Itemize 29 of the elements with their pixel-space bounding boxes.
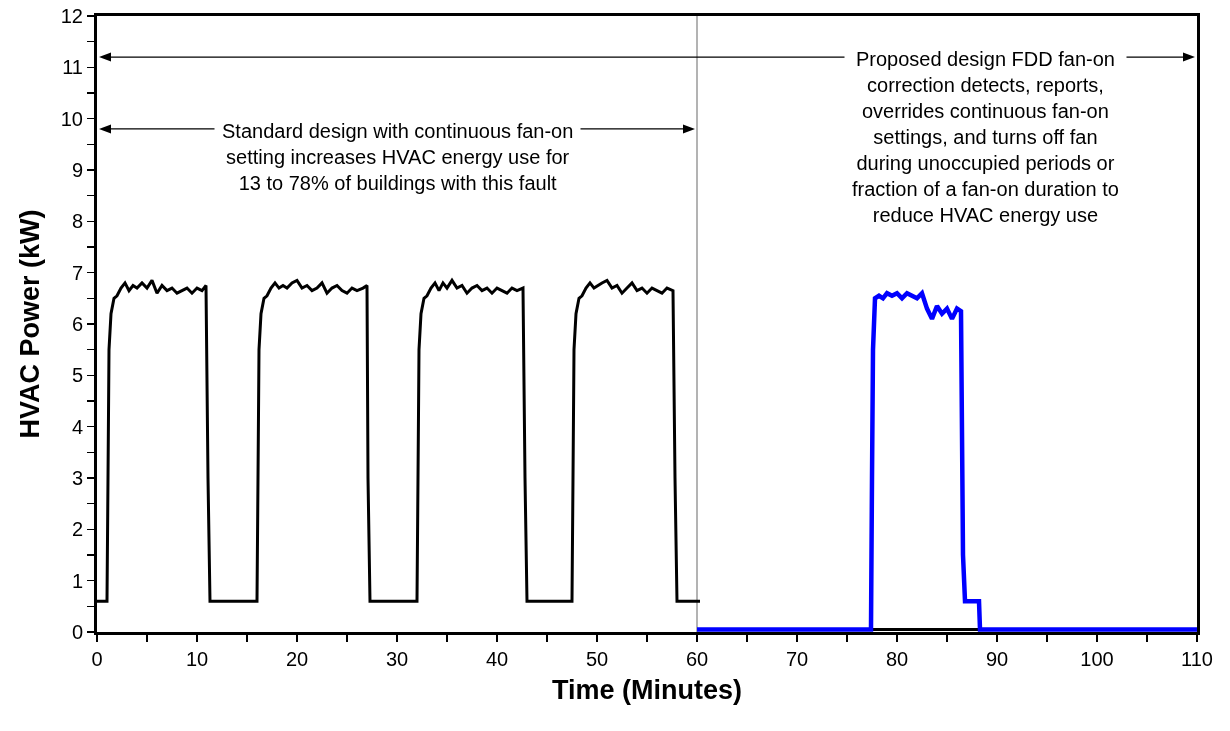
- y-tick-label: 6: [71, 313, 83, 335]
- y-tick-label: 1: [71, 569, 83, 592]
- x-tick-label: 100: [1080, 648, 1114, 670]
- x-axis-title: Time (Minutes): [551, 675, 743, 706]
- y-tick-label: 4: [71, 415, 83, 438]
- x-tick-label: 50: [585, 648, 609, 670]
- x-tick-label: 70: [785, 648, 809, 670]
- x-tick-label: 0: [91, 648, 103, 670]
- annotation: Standard design with continuous fan-on setting increases HVAC energy use for 13 to 78% of buildings with this fault: [222, 120, 574, 194]
- x-tick-label: 10: [185, 648, 209, 670]
- y-tick-label: 8: [71, 210, 83, 233]
- x-tick-label: 110: [1181, 648, 1213, 670]
- y-tick-label: 0: [71, 621, 83, 643]
- y-tick-label: 5: [71, 364, 83, 387]
- x-tick-label: 60: [685, 648, 709, 670]
- x-tick-label: 80: [885, 648, 909, 670]
- y-tick-label: 2: [71, 518, 83, 541]
- y-tick-label: 11: [62, 56, 83, 79]
- x-tick-label: 30: [385, 648, 409, 670]
- y-tick-label: 12: [60, 5, 83, 27]
- y-tick-label: 3: [71, 467, 83, 489]
- x-tick-label: 90: [985, 648, 1009, 670]
- y-tick-label: 7: [71, 261, 83, 284]
- annotation: Proposed design FDD fan-on correction detects, reports, overrides continuous fan-on settings, and turns off fan during unoccupied periods or fraction of a fan-on duration to reduce HVAC energy use: [852, 48, 1119, 226]
- y-tick-label: 10: [60, 107, 83, 130]
- x-tick-label: 20: [285, 648, 309, 670]
- x-tick-label: 40: [485, 648, 509, 670]
- y-tick-label: 9: [71, 159, 83, 181]
- y-axis-title: HVAC Power (kW): [14, 209, 45, 439]
